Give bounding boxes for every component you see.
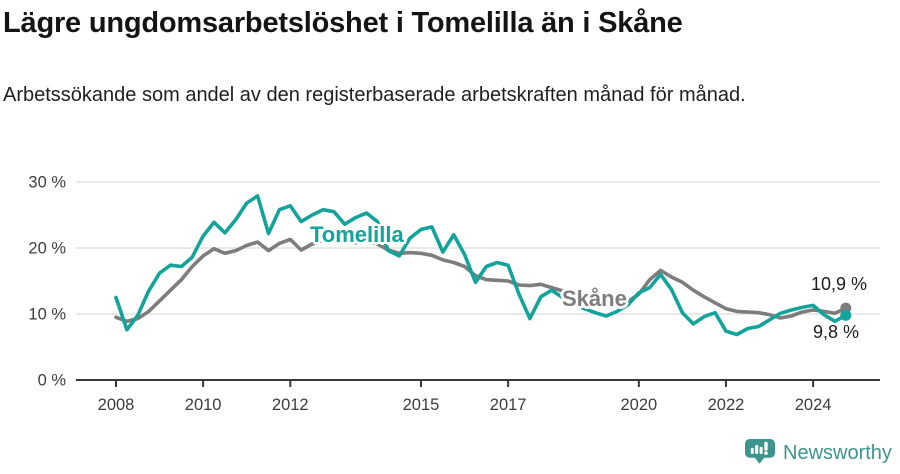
- x-tick-label-2012: 2012: [272, 396, 309, 414]
- chart-title: Lägre ungdomsarbetslöshet i Tomelilla än…: [3, 7, 683, 39]
- x-tick-label-2024: 2024: [795, 396, 832, 414]
- newsworthy-bubble-chart-icon: [745, 438, 775, 464]
- tomelilla-end-dot: [840, 309, 852, 321]
- x-tick-label-2008: 2008: [98, 396, 135, 414]
- chart-subtitle: Arbetssökande som andel av den registerb…: [3, 84, 746, 106]
- tomelilla-line: [114, 194, 848, 337]
- x-tick-label-2022: 2022: [708, 396, 745, 414]
- y-tick-label-30: 30 %: [28, 174, 66, 192]
- skane-line: [114, 233, 848, 324]
- newsworthy-logo: Newsworthy: [744, 438, 892, 468]
- x-tick-label-2015: 2015: [403, 396, 440, 414]
- y-tick-label-0: 0 %: [38, 372, 67, 390]
- newsworthy-wordmark: Newsworthy: [783, 441, 892, 464]
- y-tick-label-20: 20 %: [28, 240, 66, 258]
- y-tick-label-10: 10 %: [28, 306, 66, 324]
- x-tick-label-2017: 2017: [490, 396, 527, 414]
- x-tick-label-2020: 2020: [620, 396, 657, 414]
- x-tick-label-2010: 2010: [185, 396, 222, 414]
